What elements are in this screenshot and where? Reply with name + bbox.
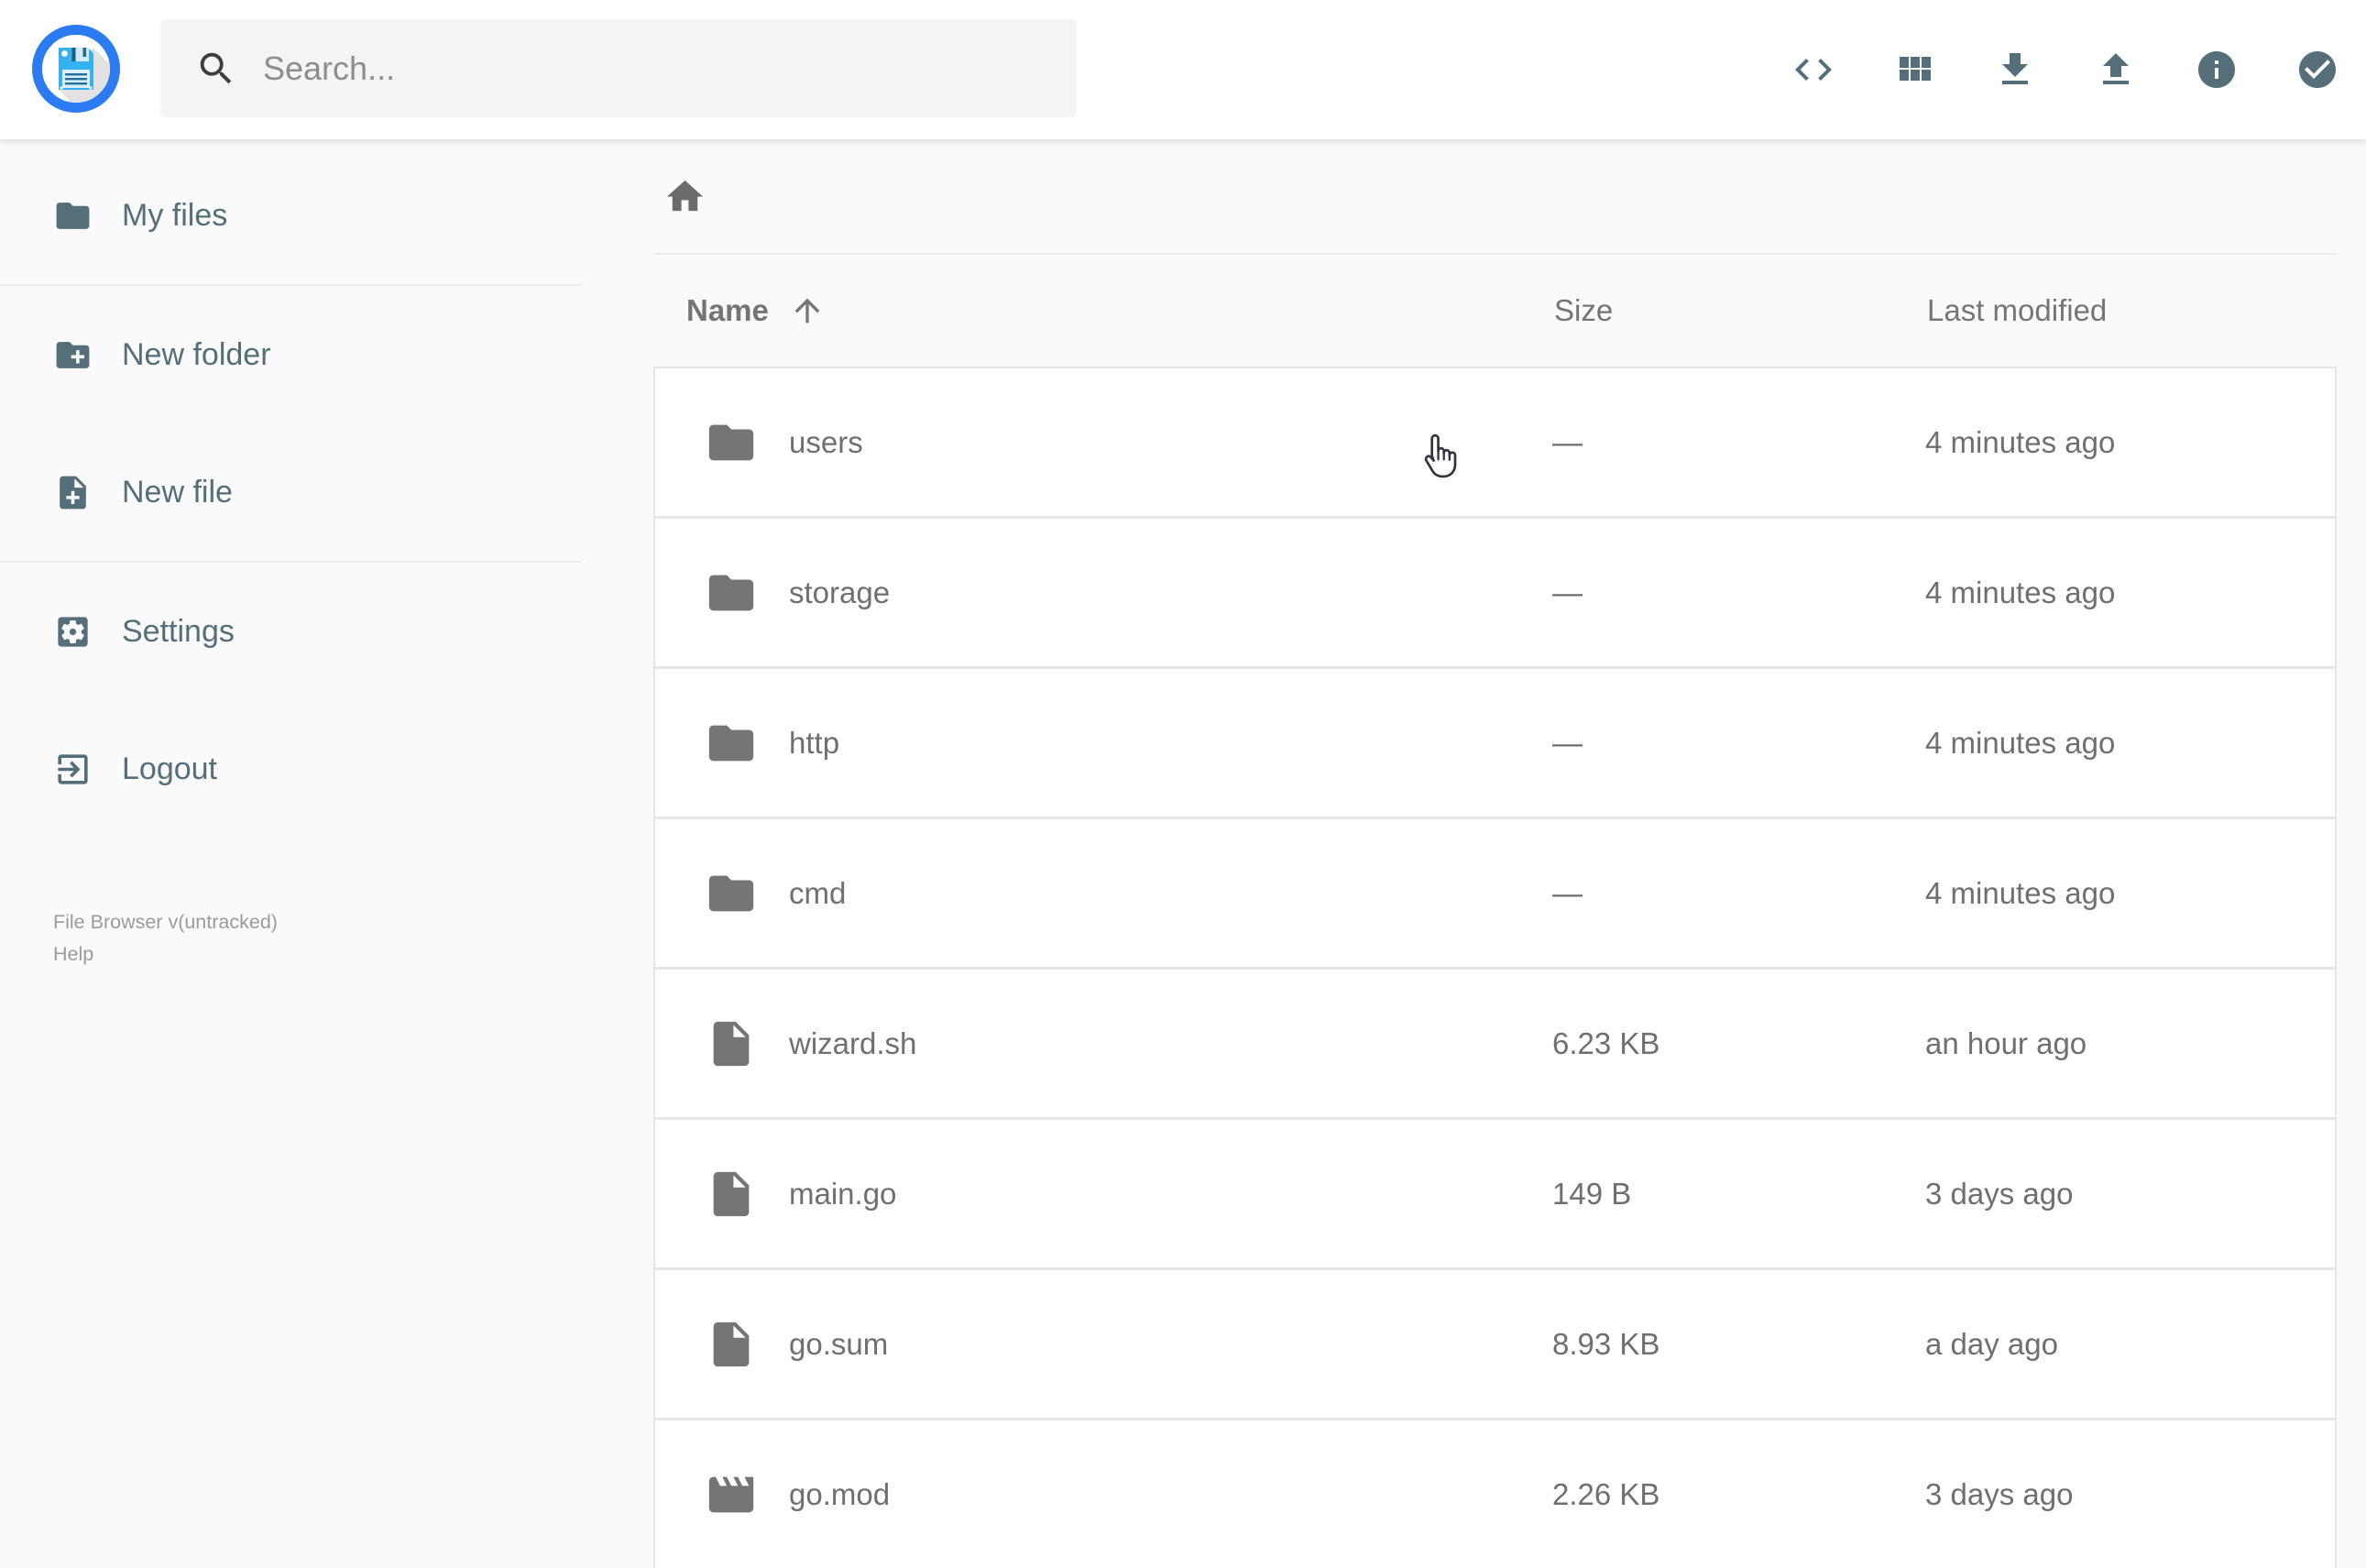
search-input[interactable] — [263, 49, 1051, 88]
item-modified: 3 days ago — [1925, 1176, 2074, 1211]
item-name-cell: storage — [655, 566, 1552, 620]
item-modified: 4 minutes ago — [1925, 725, 2116, 760]
item-name: go.mod — [789, 1476, 891, 1511]
item-name: cmd — [789, 875, 847, 910]
version-link[interactable]: File Browser v(untracked) — [53, 911, 278, 933]
info-icon — [2195, 48, 2239, 92]
sidebar-item-label: New folder — [122, 336, 271, 372]
listing-rows: users — 4 minutes ago storage — 4 minute… — [653, 367, 2337, 1568]
code-icon — [1791, 48, 1835, 92]
item-modified: 3 days ago — [1925, 1476, 2074, 1511]
arrow-up-icon — [789, 292, 826, 329]
sidebar-item-new-folder[interactable]: New folder — [0, 286, 581, 423]
item-name: http — [789, 725, 840, 760]
breadcrumb — [653, 139, 2337, 255]
item-modified: an hour ago — [1925, 1025, 2087, 1060]
list-item-users[interactable]: users — 4 minutes ago — [653, 367, 2337, 516]
item-name-cell: go.mod — [655, 1468, 1552, 1521]
breadcrumb-home-button[interactable] — [663, 175, 707, 218]
download-icon — [1993, 48, 2037, 92]
list-item-go-mod[interactable]: go.mod 2.26 KB 3 days ago — [653, 1418, 2337, 1568]
search-bar[interactable] — [160, 19, 1077, 117]
file-icon — [703, 1318, 760, 1371]
grid-view-icon — [1892, 48, 1936, 92]
sidebar-item-new-file[interactable]: New file — [0, 423, 581, 561]
folder-icon — [703, 566, 760, 620]
item-name-cell: http — [655, 717, 1552, 770]
item-name-cell: cmd — [655, 867, 1552, 920]
list-item-cmd[interactable]: cmd — 4 minutes ago — [653, 817, 2337, 967]
upload-button[interactable] — [2094, 48, 2138, 92]
logout-icon — [53, 750, 93, 789]
item-size: 2.26 KB — [1552, 1476, 1660, 1511]
item-name: storage — [789, 575, 891, 609]
listing-header: Name Size Last modified — [653, 255, 2337, 367]
item-size: 6.23 KB — [1552, 1025, 1660, 1060]
settings-icon — [53, 612, 93, 652]
upload-icon — [2094, 48, 2138, 92]
folder-icon — [53, 196, 93, 236]
item-name: go.sum — [789, 1326, 889, 1361]
item-modified: 4 minutes ago — [1925, 424, 2116, 459]
column-header-name[interactable]: Name — [653, 292, 1554, 329]
home-icon — [663, 175, 707, 218]
check-circle-icon — [2295, 48, 2339, 92]
topbar-actions — [1791, 0, 2339, 139]
item-name: main.go — [789, 1176, 897, 1211]
sidebar: My files New folder New file Settings Lo… — [0, 139, 581, 1521]
folder-icon — [703, 717, 760, 770]
item-size: — — [1552, 725, 1583, 760]
download-button[interactable] — [1993, 48, 2037, 92]
new-folder-icon — [53, 335, 93, 375]
item-modified: a day ago — [1925, 1326, 2058, 1361]
column-header-modified[interactable]: Last modified — [1927, 293, 2108, 327]
sidebar-item-logout[interactable]: Logout — [0, 700, 581, 838]
column-header-size[interactable]: Size — [1554, 293, 1614, 327]
sidebar-item-label: New file — [122, 474, 233, 510]
sidebar-item-label: Logout — [122, 751, 217, 786]
movie-icon — [703, 1468, 760, 1521]
file-icon — [703, 1017, 760, 1070]
sidebar-item-label: Settings — [122, 613, 235, 649]
list-item-http[interactable]: http — 4 minutes ago — [653, 666, 2337, 817]
item-size: — — [1552, 424, 1583, 459]
list-item-main-go[interactable]: main.go 149 B 3 days ago — [653, 1117, 2337, 1267]
app-logo-button[interactable] — [30, 23, 122, 115]
item-modified: 4 minutes ago — [1925, 875, 2116, 910]
list-item-wizard-sh[interactable]: wizard.sh 6.23 KB an hour ago — [653, 967, 2337, 1117]
file-icon — [703, 1168, 760, 1221]
item-name-cell: go.sum — [655, 1318, 1552, 1371]
file-listing-area: Name Size Last modified users — 4 minute… — [581, 139, 2366, 1568]
sidebar-divider — [0, 561, 581, 563]
list-item-go-sum[interactable]: go.sum 8.93 KB a day ago — [653, 1267, 2337, 1418]
floppy-disk-logo-icon — [32, 25, 120, 113]
list-item-storage[interactable]: storage — 4 minutes ago — [653, 516, 2337, 666]
sidebar-divider — [0, 284, 581, 286]
column-header-name-label: Name — [686, 293, 769, 327]
topbar — [0, 0, 2366, 139]
search-icon — [195, 48, 237, 90]
item-name-cell: wizard.sh — [655, 1017, 1552, 1070]
info-button[interactable] — [2195, 48, 2239, 92]
folder-icon — [703, 416, 760, 469]
item-name-cell: users — [655, 416, 1552, 469]
sidebar-item-my-files[interactable]: My files — [0, 147, 581, 284]
shell-button[interactable] — [1791, 48, 1835, 92]
sidebar-item-settings[interactable]: Settings — [0, 563, 581, 700]
folder-icon — [703, 867, 760, 920]
item-name: wizard.sh — [789, 1025, 917, 1060]
item-name-cell: main.go — [655, 1168, 1552, 1221]
item-size: 149 B — [1552, 1176, 1632, 1211]
sidebar-item-label: My files — [122, 197, 228, 233]
select-multiple-button[interactable] — [2295, 48, 2339, 92]
item-name: users — [789, 424, 863, 459]
switch-view-button[interactable] — [1892, 48, 1936, 92]
item-size: — — [1552, 875, 1583, 910]
item-modified: 4 minutes ago — [1925, 575, 2116, 609]
new-file-icon — [53, 473, 93, 512]
help-link[interactable]: Help — [53, 943, 94, 965]
item-size: 8.93 KB — [1552, 1326, 1660, 1361]
item-size: — — [1552, 575, 1583, 609]
sidebar-credits: File Browser v(untracked) Help — [0, 906, 581, 970]
